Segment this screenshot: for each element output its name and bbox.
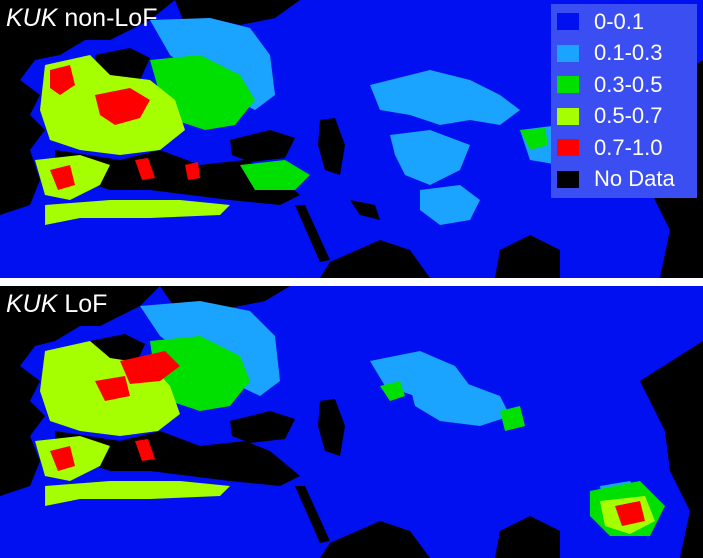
- legend-swatch: [557, 170, 579, 188]
- east-asia-mid: [500, 406, 525, 431]
- panel-subtitle: non-LoF: [57, 4, 158, 32]
- map-panel-non-lof: KUK non-LoF 0-0.1 0.1-0.3 0.3-0.5 0.5-0.…: [0, 0, 703, 278]
- italy-high: [135, 439, 155, 461]
- kazakh-mid: [380, 381, 405, 401]
- legend-label: 0-0.1: [594, 8, 645, 34]
- legend-swatch: [557, 13, 579, 31]
- arabian-sea-no-data: [320, 521, 430, 558]
- red-sea-no-data: [295, 486, 330, 543]
- atlantic-no-data: [0, 0, 175, 215]
- map-lof: [0, 286, 703, 558]
- gene-name: KUK: [6, 290, 58, 318]
- east-asia-mid: [520, 128, 548, 150]
- legend-label: No Data: [594, 166, 675, 192]
- legend-swatch: [557, 44, 579, 62]
- map-panel-lof: KUK LoF: [0, 286, 703, 558]
- legend-row: 0.1-0.3: [551, 38, 697, 70]
- iberia-high: [50, 446, 75, 471]
- central-asia-midlow: [390, 130, 470, 185]
- italy-high: [135, 158, 155, 180]
- black-sea-no-data: [230, 130, 295, 162]
- legend-label: 0.1-0.3: [594, 40, 663, 66]
- panel-subtitle: LoF: [57, 290, 108, 318]
- uk-high: [50, 65, 75, 95]
- mediterranean-no-data: [55, 150, 300, 205]
- north-africa-midhigh: [45, 200, 230, 225]
- greece-high: [185, 162, 200, 180]
- red-sea-no-data: [295, 205, 330, 262]
- legend-swatch: [557, 139, 579, 157]
- legend-label: 0.7-1.0: [594, 134, 663, 160]
- bay-no-data: [495, 516, 560, 558]
- mediterranean-no-data: [55, 431, 300, 486]
- black-sea-no-data: [230, 411, 295, 443]
- gene-name: KUK: [6, 4, 58, 32]
- caspian-no-data: [318, 118, 345, 175]
- legend-row: 0.7-1.0: [551, 132, 697, 164]
- panel-title-non-lof: KUK non-LoF: [6, 4, 157, 32]
- legend: 0-0.1 0.1-0.3 0.3-0.5 0.5-0.7 0.7-1.0 No…: [551, 4, 697, 198]
- atlantic-no-data: [0, 286, 160, 496]
- benelux-high: [95, 376, 130, 401]
- legend-swatch: [557, 76, 579, 94]
- benelux-high: [95, 88, 150, 125]
- panel-divider: [0, 278, 703, 286]
- persian-gulf-no-data: [350, 200, 380, 220]
- pacific-no-data: [640, 341, 703, 558]
- legend-row: No Data: [551, 164, 697, 196]
- legend-row: 0.3-0.5: [551, 69, 697, 101]
- panel-title-lof: KUK LoF: [6, 290, 107, 318]
- anatolia-mid: [240, 160, 310, 190]
- legend-label: 0.5-0.7: [594, 103, 663, 129]
- legend-label: 0.3-0.5: [594, 71, 663, 97]
- arabian-sea-no-data: [320, 240, 430, 278]
- central-asia-midlow: [410, 381, 510, 426]
- caspian-no-data: [318, 399, 345, 456]
- south-midlow: [420, 185, 480, 225]
- central-europe-mid: [150, 336, 250, 411]
- siberia-midlow: [370, 70, 520, 125]
- north-africa-midhigh: [45, 481, 230, 506]
- china-high: [615, 501, 645, 526]
- bay-no-data: [495, 235, 560, 278]
- legend-swatch: [557, 107, 579, 125]
- baltic-high: [120, 351, 180, 384]
- legend-row: 0.5-0.7: [551, 101, 697, 133]
- legend-row: 0-0.1: [551, 6, 697, 38]
- iberia-high: [50, 165, 75, 190]
